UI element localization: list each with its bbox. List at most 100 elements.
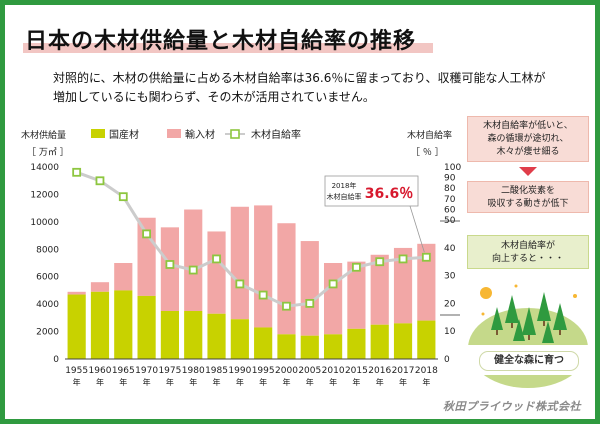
bar-domestic: [254, 327, 273, 359]
x-tick-suffix: 年: [73, 377, 81, 387]
y-tick-right: 40: [444, 244, 456, 254]
rate-point: [142, 229, 151, 239]
y-tick-left: 6000: [36, 273, 59, 283]
bar-domestic: [417, 320, 436, 359]
bar-imported: [300, 241, 319, 336]
x-tick-suffix: 年: [422, 377, 430, 387]
bar-imported: [370, 254, 389, 325]
bar-domestic: [300, 335, 319, 359]
y-axis-right-title: 木材自給率: [407, 129, 452, 141]
company-name: 秋田プライウッド株式会社: [443, 400, 581, 413]
x-tick-suffix: 年: [306, 377, 314, 387]
y-tick-right: 80: [444, 184, 456, 194]
y-tick-right: 30: [444, 272, 456, 282]
bar-domestic: [184, 311, 203, 359]
rate-point: [421, 252, 431, 262]
low-rate-line-2: 森の循環が途切れ、: [487, 134, 569, 144]
y-axis-left-unit: ［ 万㎥ ］: [27, 147, 69, 158]
rate-point: [258, 290, 268, 300]
legend-swatch-imported: [167, 129, 181, 138]
rate-point: [375, 257, 385, 267]
x-tick-suffix: 年: [213, 377, 221, 387]
x-tick-label: 2018: [415, 366, 438, 376]
callout-year: 2018年: [332, 181, 357, 190]
x-tick-suffix: 年: [189, 377, 197, 387]
bar-domestic: [90, 291, 110, 359]
bar-imported: [114, 263, 133, 291]
bar-domestic: [324, 334, 343, 359]
bar-imported: [137, 217, 156, 296]
title-highlight: [23, 43, 433, 53]
legend-label-rate: 木材自給率: [251, 128, 301, 141]
y-tick-left: 14000: [30, 163, 59, 173]
x-tick-suffix: 年: [166, 377, 174, 387]
x-tick-suffix: 年: [399, 377, 407, 387]
x-tick-suffix: 年: [282, 377, 290, 387]
x-tick-label: 1970: [135, 366, 158, 376]
co2-line-2: 吸収する動きが低下: [487, 199, 569, 209]
co2-box: 二酸化炭素を 吸収する動きが低下: [467, 181, 589, 213]
sparkle-icon: [481, 284, 577, 316]
lead-line-2: 増加しているにも関わらず、その木が活用されていません。: [53, 90, 375, 104]
low-rate-line-3: 木々が痩せ細る: [496, 147, 560, 157]
legend-label-imported: 輸入材: [185, 128, 215, 141]
rate-point: [72, 167, 82, 177]
rate-point: [305, 298, 315, 308]
rate-point: [235, 279, 245, 289]
y-tick-left: 8000: [36, 245, 59, 255]
y-tick-right: 10: [444, 327, 456, 337]
y-tick-left: 0: [53, 355, 59, 365]
rate-point: [212, 254, 221, 264]
x-tick-label: 2010: [322, 366, 345, 376]
x-tick-suffix: 年: [143, 377, 151, 387]
y-tick-left: 4000: [36, 300, 59, 310]
y-tick-left: 2000: [36, 328, 59, 338]
bar-domestic: [277, 334, 296, 359]
y-tick-right: 0: [444, 355, 450, 365]
x-tick-label: 1960: [89, 366, 112, 376]
bar-imported: [347, 261, 366, 329]
improve-line-2: 向上すると・・・: [491, 254, 564, 264]
x-tick-label: 2000: [275, 366, 298, 376]
y-tick-right: 100: [444, 163, 461, 173]
x-tick-label: 2005: [298, 366, 321, 376]
rate-point: [118, 192, 128, 202]
callout-box: [324, 175, 419, 207]
lead-text: 対照的に、木材の供給量に占める木材自給率は36.6％に留まっており、収穫可能な人…: [53, 69, 573, 107]
bar-imported: [207, 231, 226, 314]
x-tick-label: 1975: [158, 366, 181, 376]
bar-domestic: [370, 324, 389, 359]
lead-line-1: 対照的に、木材の供給量に占める木材自給率は36.6％に留まっており、収穫可能な人…: [53, 71, 546, 85]
legend-swatch-domestic: [91, 129, 105, 138]
y-tick-left: 10000: [30, 218, 59, 228]
page-title: 日本の木材供給量と木材自給率の推移: [25, 29, 417, 54]
bar-imported: [67, 291, 86, 295]
y-axis-right-unit: ［ ％ ］: [411, 147, 444, 158]
y-tick-right: 60: [444, 205, 456, 215]
rate-point: [328, 279, 338, 289]
y-tick-right: 90: [444, 174, 456, 184]
bar-domestic: [114, 290, 133, 359]
bar-imported: [417, 243, 436, 321]
x-tick-suffix: 年: [119, 377, 127, 387]
rate-point: [352, 262, 361, 272]
x-tick-suffix: 年: [352, 377, 360, 387]
sun-icon: [480, 287, 492, 299]
improve-line-1: 木材自給率が: [500, 241, 555, 251]
bar-domestic: [67, 294, 86, 359]
healthy-forest-label: 健全な森に育つ: [479, 351, 579, 371]
legend-label-domestic: 国産材: [109, 128, 139, 141]
low-rate-line-1: 木材自給率が低いと、: [483, 121, 573, 131]
y-tick-left: 12000: [30, 190, 59, 200]
bar-domestic: [137, 295, 156, 359]
x-tick-suffix: 年: [259, 377, 267, 387]
y-axis-left-title: 木材供給量: [21, 129, 66, 141]
rate-point: [398, 254, 408, 264]
x-tick-label: 1965: [112, 366, 135, 376]
x-tick-label: 1980: [182, 366, 205, 376]
rate-line: [76, 170, 427, 308]
bar-imported: [90, 282, 110, 292]
x-tick-suffix: 年: [236, 377, 244, 387]
bar-domestic: [230, 319, 249, 359]
